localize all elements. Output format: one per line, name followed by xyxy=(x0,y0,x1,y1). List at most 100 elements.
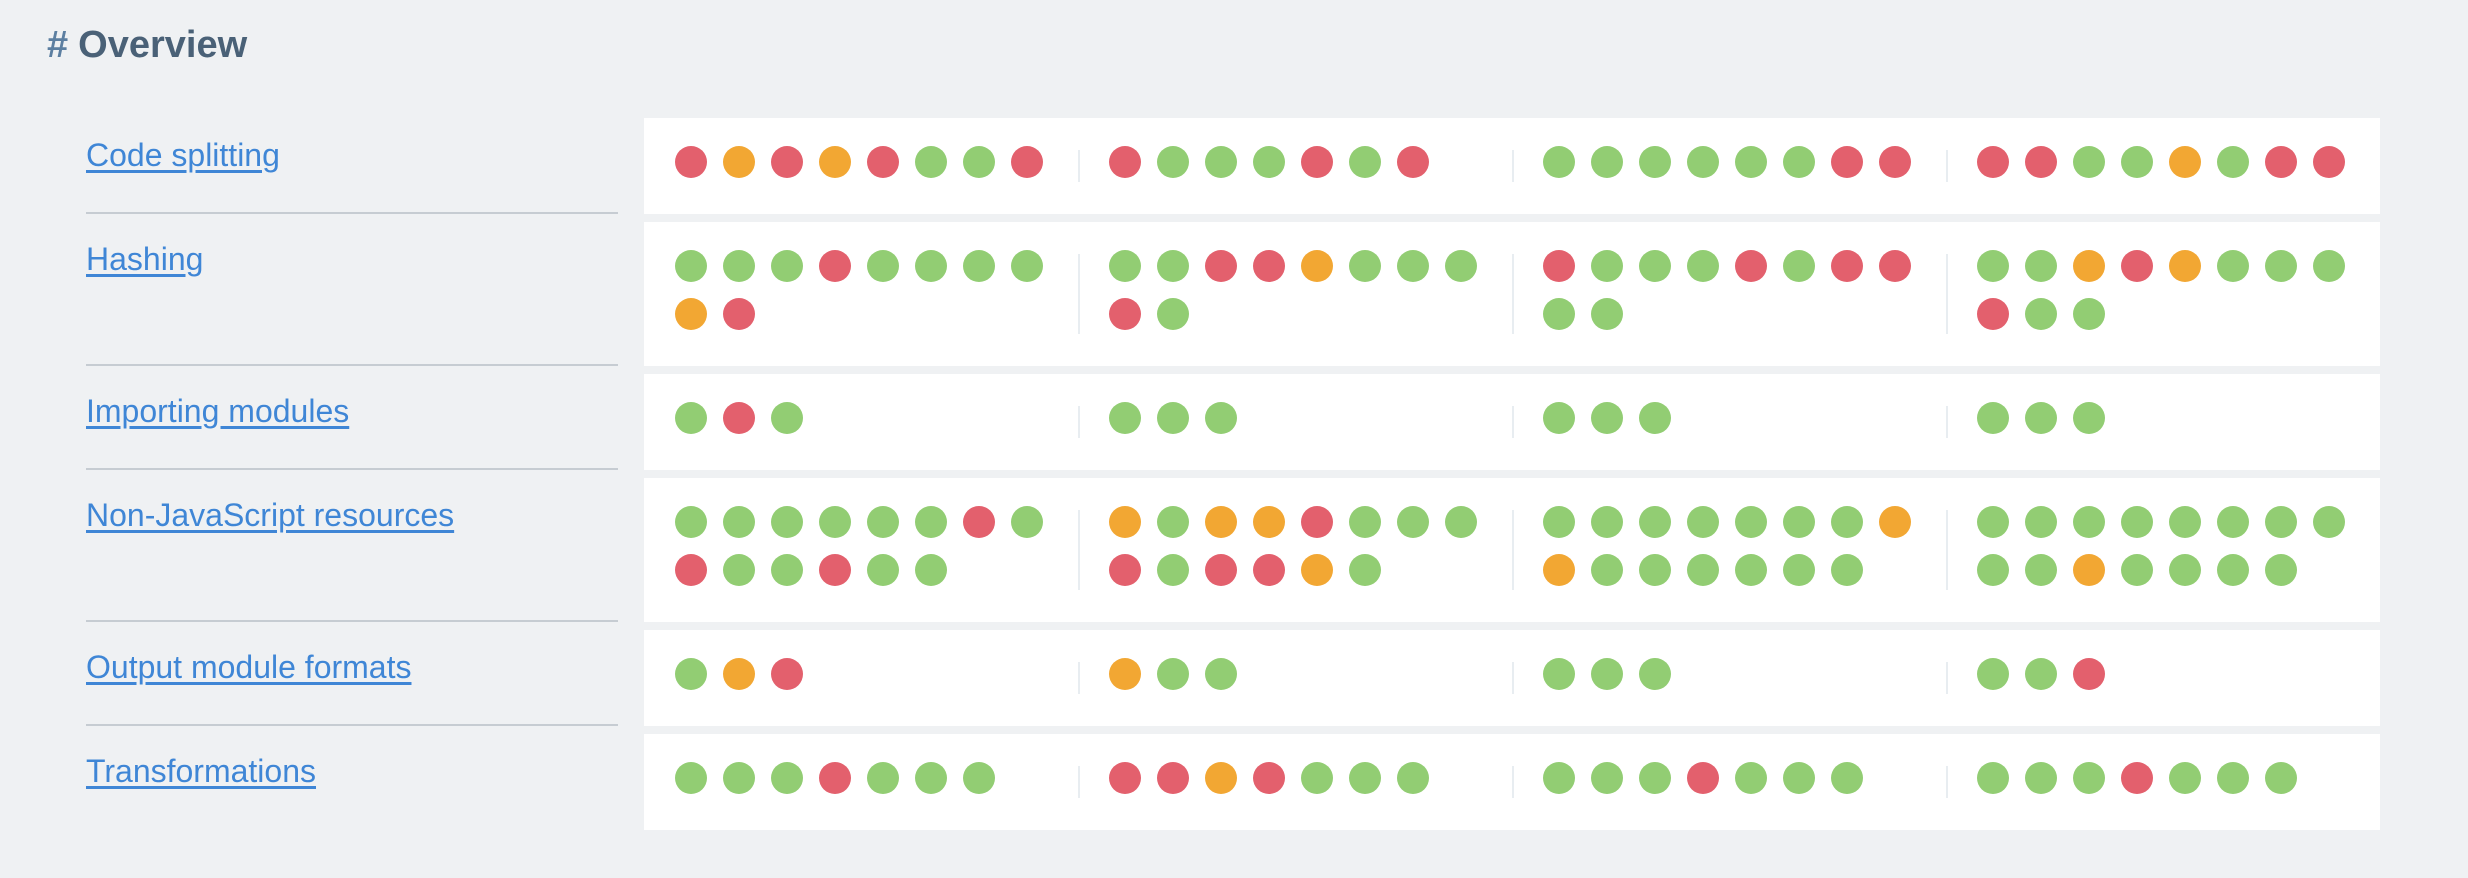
status-dot-pass[interactable] xyxy=(2265,506,2297,538)
status-dot-pass[interactable] xyxy=(1783,554,1815,586)
status-dot-pass[interactable] xyxy=(1543,146,1575,178)
status-dot-pass[interactable] xyxy=(1735,146,1767,178)
status-dot-fail[interactable] xyxy=(963,506,995,538)
status-dot-fail[interactable] xyxy=(1301,506,1333,538)
status-dot-pass[interactable] xyxy=(1109,402,1141,434)
status-dot-fail[interactable] xyxy=(1301,146,1333,178)
status-dot-fail[interactable] xyxy=(1977,146,2009,178)
status-dot-pass[interactable] xyxy=(1591,298,1623,330)
status-dot-partial[interactable] xyxy=(819,146,851,178)
status-dot-pass[interactable] xyxy=(915,250,947,282)
status-dot-fail[interactable] xyxy=(819,554,851,586)
status-dot-pass[interactable] xyxy=(723,554,755,586)
status-dot-pass[interactable] xyxy=(1687,146,1719,178)
status-dot-pass[interactable] xyxy=(1639,250,1671,282)
status-dot-pass[interactable] xyxy=(771,762,803,794)
status-dot-fail[interactable] xyxy=(1687,762,1719,794)
status-dot-partial[interactable] xyxy=(1205,762,1237,794)
status-dot-pass[interactable] xyxy=(1157,146,1189,178)
status-dot-pass[interactable] xyxy=(675,506,707,538)
status-dot-pass[interactable] xyxy=(1735,554,1767,586)
status-dot-pass[interactable] xyxy=(1783,506,1815,538)
status-dot-pass[interactable] xyxy=(2025,298,2057,330)
status-dot-pass[interactable] xyxy=(1831,762,1863,794)
status-dot-pass[interactable] xyxy=(1977,762,2009,794)
status-dot-fail[interactable] xyxy=(1879,146,1911,178)
status-dot-fail[interactable] xyxy=(1109,554,1141,586)
status-dot-pass[interactable] xyxy=(1977,658,2009,690)
status-dot-pass[interactable] xyxy=(1397,506,1429,538)
status-dot-pass[interactable] xyxy=(1157,250,1189,282)
status-dot-pass[interactable] xyxy=(1591,658,1623,690)
status-dot-pass[interactable] xyxy=(1543,506,1575,538)
status-dot-pass[interactable] xyxy=(1639,146,1671,178)
status-dot-pass[interactable] xyxy=(2217,762,2249,794)
status-dot-fail[interactable] xyxy=(1011,146,1043,178)
status-dot-fail[interactable] xyxy=(2121,250,2153,282)
status-dot-partial[interactable] xyxy=(1109,506,1141,538)
status-dot-pass[interactable] xyxy=(867,250,899,282)
status-dot-fail[interactable] xyxy=(1831,146,1863,178)
status-dot-partial[interactable] xyxy=(723,146,755,178)
status-dot-fail[interactable] xyxy=(1109,146,1141,178)
status-dot-pass[interactable] xyxy=(1591,506,1623,538)
status-dot-pass[interactable] xyxy=(675,402,707,434)
status-dot-pass[interactable] xyxy=(1011,506,1043,538)
status-dot-pass[interactable] xyxy=(2265,554,2297,586)
status-dot-pass[interactable] xyxy=(723,250,755,282)
status-dot-pass[interactable] xyxy=(1157,298,1189,330)
row-link-transformations[interactable]: Transformations xyxy=(86,753,316,789)
status-dot-pass[interactable] xyxy=(1397,762,1429,794)
status-dot-pass[interactable] xyxy=(1977,506,2009,538)
status-dot-pass[interactable] xyxy=(2169,762,2201,794)
status-dot-pass[interactable] xyxy=(2025,554,2057,586)
status-dot-pass[interactable] xyxy=(1109,250,1141,282)
status-dot-fail[interactable] xyxy=(2313,146,2345,178)
status-dot-partial[interactable] xyxy=(2169,250,2201,282)
status-dot-fail[interactable] xyxy=(1543,250,1575,282)
status-dot-fail[interactable] xyxy=(1831,250,1863,282)
status-dot-pass[interactable] xyxy=(1591,402,1623,434)
status-dot-pass[interactable] xyxy=(915,146,947,178)
status-dot-fail[interactable] xyxy=(771,658,803,690)
status-dot-pass[interactable] xyxy=(1687,250,1719,282)
row-link-importing-modules[interactable]: Importing modules xyxy=(86,393,350,429)
status-dot-pass[interactable] xyxy=(1445,250,1477,282)
status-dot-pass[interactable] xyxy=(2025,658,2057,690)
status-dot-pass[interactable] xyxy=(771,250,803,282)
status-dot-pass[interactable] xyxy=(1639,658,1671,690)
status-dot-pass[interactable] xyxy=(1735,762,1767,794)
status-dot-pass[interactable] xyxy=(1349,146,1381,178)
status-dot-pass[interactable] xyxy=(1639,554,1671,586)
status-dot-fail[interactable] xyxy=(1109,298,1141,330)
status-dot-fail[interactable] xyxy=(1253,250,1285,282)
status-dot-pass[interactable] xyxy=(771,506,803,538)
status-dot-pass[interactable] xyxy=(1977,402,2009,434)
status-dot-pass[interactable] xyxy=(1591,250,1623,282)
row-link-hashing[interactable]: Hashing xyxy=(86,241,204,277)
status-dot-pass[interactable] xyxy=(2073,506,2105,538)
status-dot-fail[interactable] xyxy=(819,250,851,282)
status-dot-pass[interactable] xyxy=(2217,250,2249,282)
status-dot-fail[interactable] xyxy=(1205,250,1237,282)
status-dot-fail[interactable] xyxy=(675,146,707,178)
status-dot-pass[interactable] xyxy=(2169,554,2201,586)
status-dot-pass[interactable] xyxy=(2313,250,2345,282)
status-dot-pass[interactable] xyxy=(1349,506,1381,538)
status-dot-pass[interactable] xyxy=(1735,506,1767,538)
status-dot-pass[interactable] xyxy=(2073,298,2105,330)
status-dot-pass[interactable] xyxy=(1349,762,1381,794)
status-dot-fail[interactable] xyxy=(1879,250,1911,282)
status-dot-pass[interactable] xyxy=(1011,250,1043,282)
status-dot-pass[interactable] xyxy=(915,554,947,586)
status-dot-pass[interactable] xyxy=(2169,506,2201,538)
status-dot-partial[interactable] xyxy=(1543,554,1575,586)
status-dot-pass[interactable] xyxy=(1591,146,1623,178)
status-dot-fail[interactable] xyxy=(2121,762,2153,794)
status-dot-pass[interactable] xyxy=(1687,506,1719,538)
status-dot-pass[interactable] xyxy=(1349,250,1381,282)
status-dot-fail[interactable] xyxy=(1109,762,1141,794)
status-dot-pass[interactable] xyxy=(2025,250,2057,282)
status-dot-fail[interactable] xyxy=(771,146,803,178)
status-dot-pass[interactable] xyxy=(2121,554,2153,586)
